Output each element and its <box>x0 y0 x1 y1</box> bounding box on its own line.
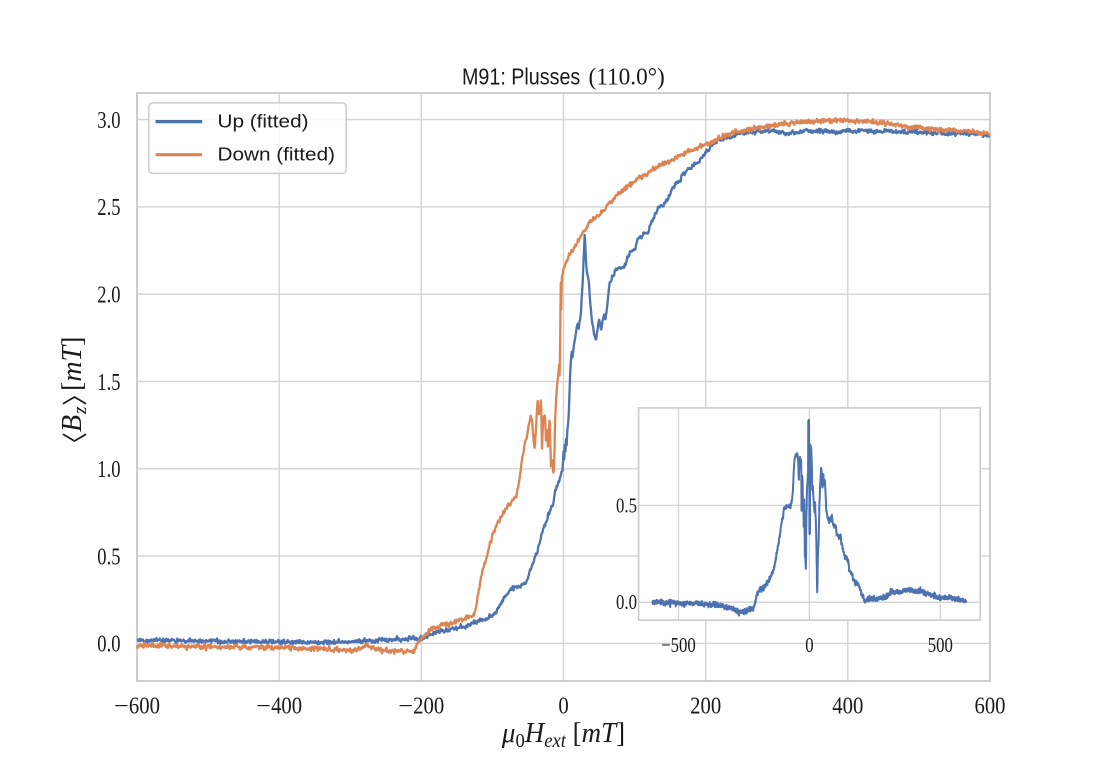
svg-text:500: 500 <box>928 634 953 657</box>
svg-text:0.0: 0.0 <box>97 631 120 658</box>
svg-text:2.5: 2.5 <box>97 194 120 221</box>
svg-text:0.5: 0.5 <box>97 543 120 570</box>
svg-text:0: 0 <box>558 692 568 719</box>
svg-text:Up (fitted): Up (fitted) <box>218 112 309 133</box>
svg-text:1.0: 1.0 <box>97 456 120 483</box>
svg-text:z: z <box>70 406 91 415</box>
svg-text:(110.0°): (110.0°) <box>589 64 665 90</box>
svg-text:0.5: 0.5 <box>616 495 637 518</box>
svg-text:2.0: 2.0 <box>97 281 120 308</box>
svg-text:600: 600 <box>974 692 1005 719</box>
svg-text:M91: Plusses: M91: Plusses <box>462 64 580 90</box>
svg-text:1.5: 1.5 <box>97 369 120 396</box>
svg-text:B: B <box>57 415 88 432</box>
svg-text:0.0: 0.0 <box>616 591 637 614</box>
svg-text:0: 0 <box>805 634 813 657</box>
svg-text:400: 400 <box>832 692 863 719</box>
svg-text:−200: −200 <box>398 692 444 719</box>
svg-text:−600: −600 <box>114 692 160 719</box>
svg-text:3.0: 3.0 <box>97 107 120 134</box>
svg-text:−500: −500 <box>661 634 696 657</box>
svg-text:−400: −400 <box>256 692 302 719</box>
svg-text:Down (fitted): Down (fitted) <box>218 145 336 166</box>
svg-text:μ0Hext [mT]: μ0Hext [mT] <box>501 717 625 752</box>
svg-text:200: 200 <box>690 692 721 719</box>
svg-text:[mT]: [mT] <box>57 337 88 391</box>
